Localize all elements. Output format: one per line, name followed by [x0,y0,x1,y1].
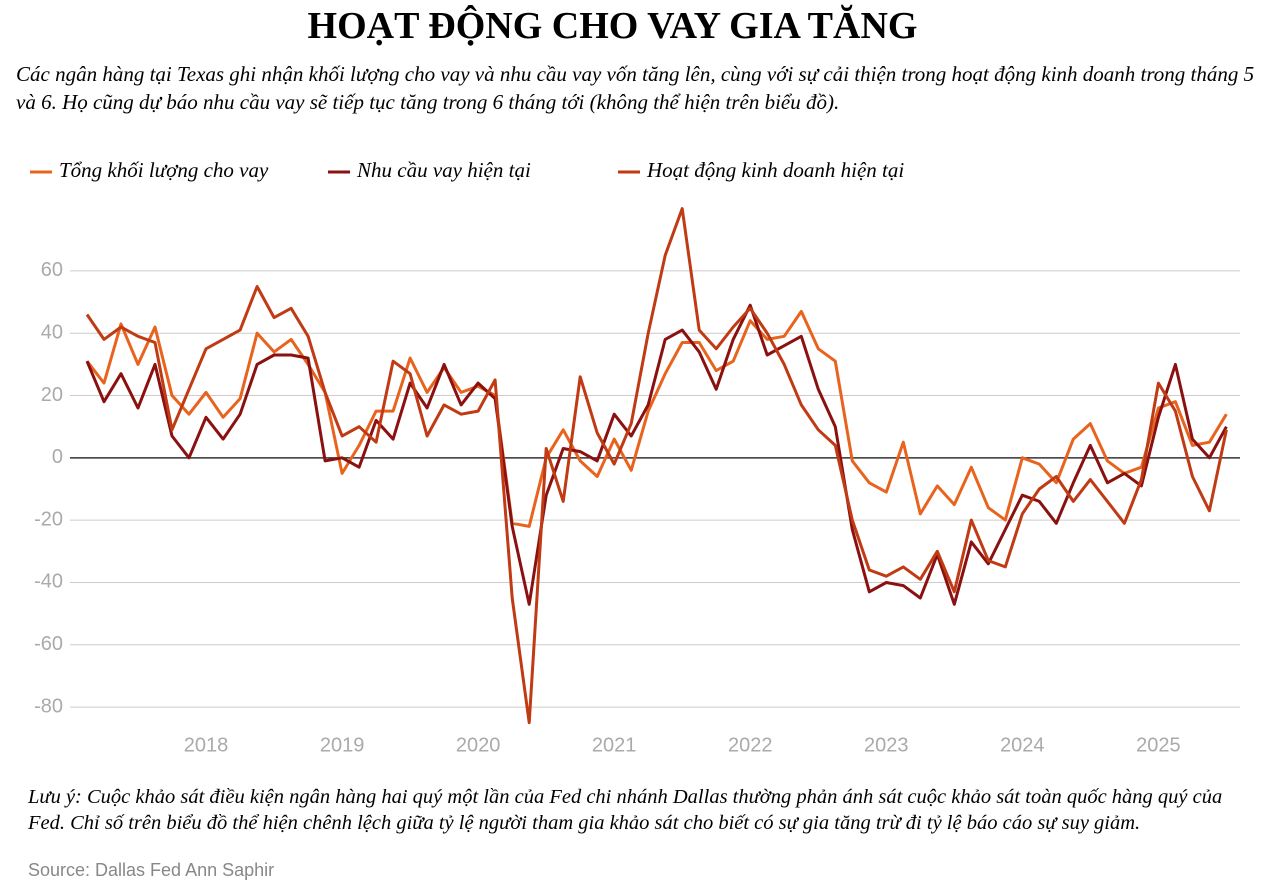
x-tick-label: 2018 [184,734,229,756]
y-tick-label: -80 [34,695,63,717]
legend-label: Nhu cầu vay hiện tại [356,158,531,182]
x-tick-label: 2024 [1000,734,1045,756]
legend-label: Hoạt động kinh doanh hiện tại [646,158,904,182]
chart-title: HOẠT ĐỘNG CHO VAY GIA TĂNG [307,5,918,47]
y-tick-label: 20 [41,384,63,406]
legend-label: Tổng khối lượng cho vay [59,158,269,182]
x-tick-label: 2019 [320,734,365,756]
series-line [85,207,1228,725]
y-tick-label: -60 [34,633,63,655]
y-tick-label: 40 [41,321,63,343]
y-tick-label: 0 [52,446,63,468]
chart-note: Lưu ý: Cuộc khảo sát điều kiện ngân hàng… [28,786,1223,834]
y-tick-label: 60 [41,259,63,281]
x-tick-label: 2021 [592,734,637,756]
y-tick-label: -20 [34,508,63,530]
series-line [85,303,1228,606]
y-tick-label: -40 [34,571,63,593]
x-tick-label: 2022 [728,734,773,756]
chart-subtitle: Các ngân hàng tại Texas ghi nhận khối lư… [16,62,1255,114]
series-line [85,309,1228,528]
x-tick-label: 2020 [456,734,501,756]
x-tick-label: 2025 [1136,734,1181,756]
chart-source: Source: Dallas Fed Ann Saphir [28,860,275,880]
x-tick-label: 2023 [864,734,909,756]
